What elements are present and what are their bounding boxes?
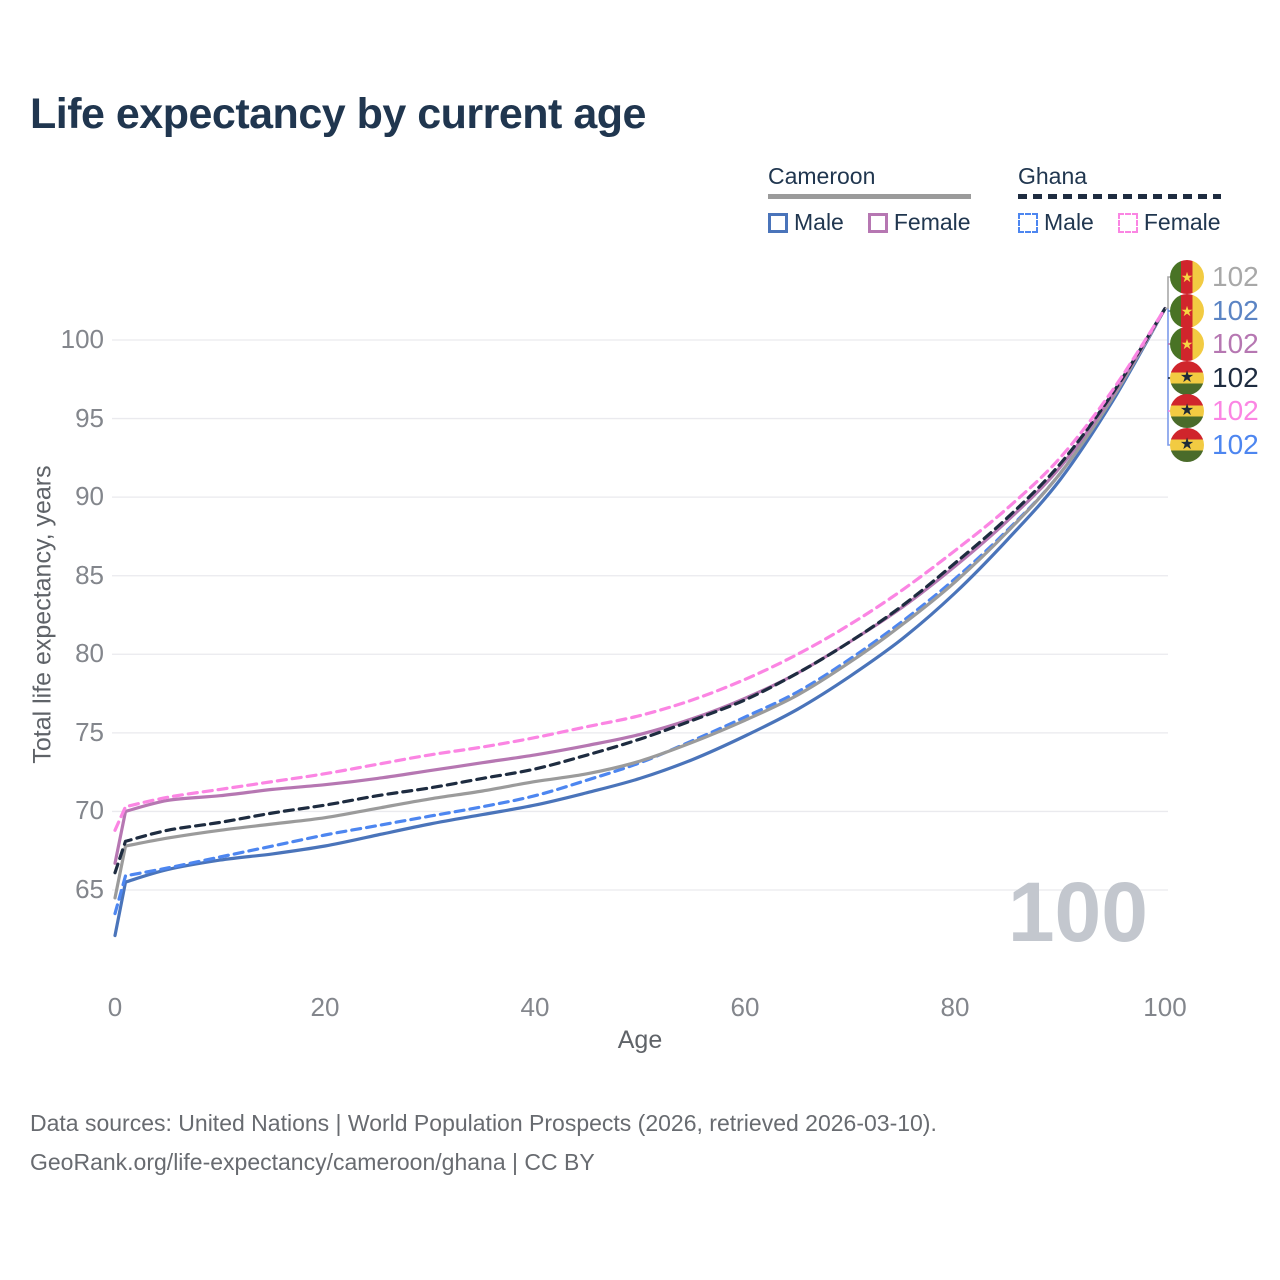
y-tick-label: 70 <box>75 795 104 826</box>
end-label-value: 102 <box>1212 362 1259 393</box>
x-axis-title: Age <box>617 1026 663 1054</box>
series-line-ghana-female[interactable] <box>113 307 1167 832</box>
x-tick-label: 40 <box>520 992 550 1022</box>
y-tick-label: 75 <box>75 716 104 747</box>
y-tick-label: 100 <box>60 323 104 354</box>
end-label-row-ghana-average[interactable]: ★ 102 <box>1170 361 1259 395</box>
end-label-row-cameroon-female[interactable]: ★ 102 <box>1170 327 1259 361</box>
cameroon-male-swatch-icon <box>768 212 788 233</box>
end-label-row-cameroon-average[interactable]: ★ 102 <box>1170 260 1259 294</box>
age-watermark: 100 <box>1007 865 1148 959</box>
y-tick-label: 90 <box>75 481 104 512</box>
end-label-row-ghana-female[interactable]: ★ 102 <box>1170 394 1259 428</box>
legend-group-cameroon: Cameroon Male Female <box>768 163 971 236</box>
legend-item-label: Male <box>794 209 844 235</box>
flag-star-icon: ★ <box>1180 336 1194 352</box>
legend-country-label: Ghana <box>1018 163 1088 189</box>
ghana-flag-icon: ★ <box>1170 394 1204 428</box>
legend-item-label: Female <box>893 209 971 235</box>
flag-star-icon: ★ <box>1179 402 1195 419</box>
ghana-flag-icon: ★ <box>1170 428 1204 462</box>
footer-data-sources: Data sources: United Nations | World Pop… <box>30 1110 937 1136</box>
x-tick-label: 20 <box>310 992 340 1022</box>
x-tick-label: 100 <box>1143 992 1187 1022</box>
cameroon-flag-icon: ★ <box>1170 327 1204 361</box>
legend-item-cameroon-male[interactable]: Male <box>768 209 844 236</box>
ghana-line-style-swatch <box>1018 194 1221 199</box>
x-tick-label: 80 <box>940 992 970 1022</box>
ghana-flag-icon: ★ <box>1170 361 1204 395</box>
legend-item-label: Female <box>1143 209 1221 235</box>
legend-item-label: Male <box>1044 209 1094 235</box>
end-label-value: 102 <box>1212 429 1259 460</box>
end-label-value: 102 <box>1212 395 1259 426</box>
series-line-ghana-average[interactable] <box>113 307 1167 875</box>
x-tick-label: 60 <box>730 992 760 1022</box>
series-line-cameroon-average[interactable] <box>113 307 1167 900</box>
legend-item-ghana-male[interactable]: Male <box>1018 209 1094 236</box>
ghana-female-swatch-icon <box>1117 212 1138 233</box>
end-label-value: 102 <box>1212 295 1259 326</box>
cameroon-flag-icon: ★ <box>1170 260 1204 294</box>
x-tick-label: 0 <box>107 992 123 1022</box>
page-title: Life expectancy by current age <box>30 90 646 138</box>
cameroon-line-style-swatch <box>768 194 971 199</box>
flag-star-icon: ★ <box>1179 369 1195 386</box>
end-label-row-cameroon-male[interactable]: ★ 102 <box>1170 294 1259 328</box>
legend-country-cameroon[interactable]: Cameroon <box>768 163 971 199</box>
cameroon-flag-icon: ★ <box>1170 294 1204 328</box>
flag-star-icon: ★ <box>1179 436 1195 453</box>
footer-attribution-link[interactable]: GeoRank.org/life-expectancy/cameroon/gha… <box>30 1149 595 1175</box>
end-label-row-ghana-male[interactable]: ★ 102 <box>1170 428 1259 462</box>
series-line-cameroon-male[interactable] <box>113 307 1167 938</box>
end-label-value: 102 <box>1212 328 1259 359</box>
flag-star-icon: ★ <box>1180 269 1194 285</box>
legend-item-cameroon-female[interactable]: Female <box>867 209 971 236</box>
y-tick-label: 80 <box>75 638 104 669</box>
y-tick-label: 85 <box>75 559 104 590</box>
series-line-cameroon-female[interactable] <box>113 307 1167 865</box>
legend-country-ghana[interactable]: Ghana <box>1018 163 1221 199</box>
cameroon-female-swatch-icon <box>867 212 888 233</box>
y-tick-label: 95 <box>75 402 104 433</box>
ghana-male-swatch-icon <box>1018 212 1038 233</box>
legend-item-ghana-female[interactable]: Female <box>1117 209 1221 236</box>
y-tick-label: 65 <box>75 873 104 904</box>
legend-group-ghana: Ghana Male Female <box>1018 163 1221 236</box>
end-label-value: 102 <box>1212 261 1259 292</box>
flag-star-icon: ★ <box>1180 303 1194 319</box>
legend-country-label: Cameroon <box>768 163 876 189</box>
